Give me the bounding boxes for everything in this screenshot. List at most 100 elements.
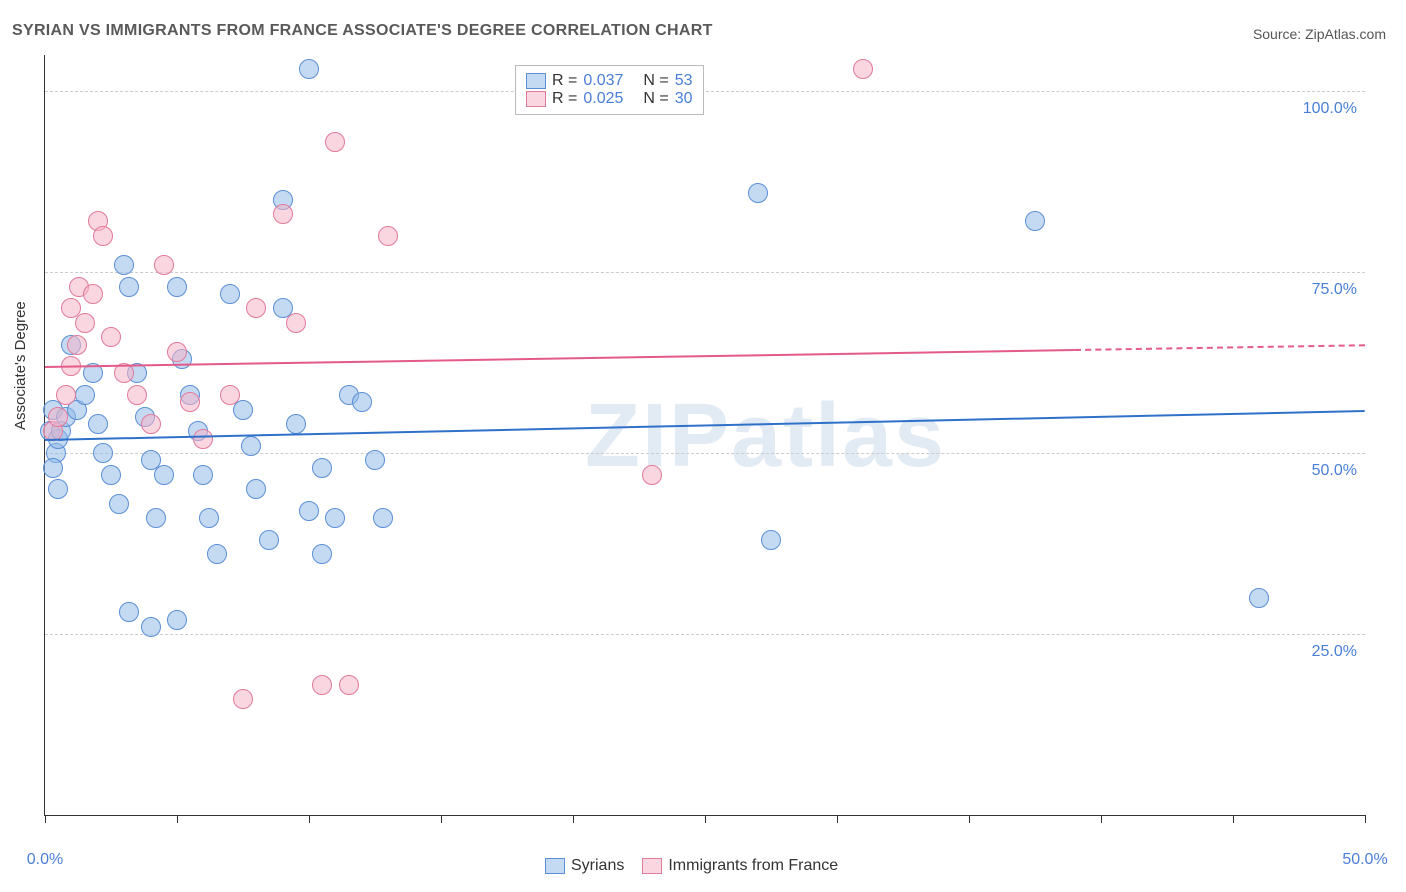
data-point (378, 226, 398, 246)
legend-row: R = 0.025 N = 30 (526, 90, 693, 108)
gridline (45, 453, 1365, 454)
data-point (101, 327, 121, 347)
data-point (199, 508, 219, 528)
data-point (1249, 588, 1269, 608)
gridline (45, 272, 1365, 273)
x-tick (1365, 815, 1366, 823)
data-point (299, 501, 319, 521)
data-point (365, 450, 385, 470)
correlation-legend: R = 0.037 N = 53 R = 0.025 N = 30 (515, 65, 704, 115)
data-point (241, 436, 261, 456)
data-point (75, 313, 95, 333)
data-point (352, 392, 372, 412)
legend-swatch (545, 858, 565, 874)
data-point (48, 479, 68, 499)
data-point (56, 385, 76, 405)
data-point (1025, 211, 1045, 231)
legend-r-label: R = (552, 72, 577, 90)
scatter-plot: ZIPatlas25.0%50.0%75.0%100.0%0.0%50.0%R … (44, 55, 1365, 816)
data-point (748, 183, 768, 203)
x-tick (573, 815, 574, 823)
data-point (339, 675, 359, 695)
data-point (373, 508, 393, 528)
data-point (154, 255, 174, 275)
source-label: Source: ZipAtlas.com (1253, 26, 1386, 42)
legend-r-value: 0.037 (583, 72, 623, 90)
data-point (167, 610, 187, 630)
x-tick (837, 815, 838, 823)
data-point (312, 458, 332, 478)
x-tick-label: 50.0% (1342, 851, 1387, 869)
watermark: ZIPatlas (585, 385, 946, 488)
data-point (207, 544, 227, 564)
data-point (167, 277, 187, 297)
data-point (220, 385, 240, 405)
data-point (141, 617, 161, 637)
data-point (43, 458, 63, 478)
data-point (119, 277, 139, 297)
data-point (325, 508, 345, 528)
x-tick-label: 0.0% (27, 851, 63, 869)
trend-line (1075, 345, 1365, 352)
data-point (761, 530, 781, 550)
data-point (67, 335, 87, 355)
legend-n-value: 30 (675, 90, 693, 108)
data-point (246, 298, 266, 318)
data-point (101, 465, 121, 485)
data-point (109, 494, 129, 514)
y-tick-label: 25.0% (1312, 643, 1357, 661)
data-point (853, 59, 873, 79)
data-point (146, 508, 166, 528)
data-point (114, 255, 134, 275)
x-tick (1233, 815, 1234, 823)
data-point (220, 284, 240, 304)
data-point (286, 313, 306, 333)
legend-item: Immigrants from France (642, 857, 838, 875)
data-point (273, 204, 293, 224)
x-tick (177, 815, 178, 823)
data-point (233, 689, 253, 709)
data-point (93, 443, 113, 463)
data-point (93, 226, 113, 246)
data-point (193, 465, 213, 485)
x-tick (969, 815, 970, 823)
data-point (312, 544, 332, 564)
data-point (154, 465, 174, 485)
legend-r-value: 0.025 (583, 90, 623, 108)
legend-swatch (642, 858, 662, 874)
chart-title: SYRIAN VS IMMIGRANTS FROM FRANCE ASSOCIA… (12, 22, 713, 40)
gridline (45, 634, 1365, 635)
legend-n-value: 53 (675, 72, 693, 90)
legend-series-name: Immigrants from France (668, 857, 838, 875)
legend-r-label: R = (552, 90, 577, 108)
data-point (246, 479, 266, 499)
trend-line (45, 349, 1075, 368)
data-point (88, 414, 108, 434)
y-tick-label: 100.0% (1303, 100, 1357, 118)
data-point (642, 465, 662, 485)
x-tick (1101, 815, 1102, 823)
data-point (141, 414, 161, 434)
data-point (180, 392, 200, 412)
x-tick (45, 815, 46, 823)
data-point (48, 407, 68, 427)
legend-swatch (526, 91, 546, 107)
data-point (127, 385, 147, 405)
data-point (299, 59, 319, 79)
legend-row: R = 0.037 N = 53 (526, 72, 693, 90)
data-point (286, 414, 306, 434)
legend-n-label: N = (643, 72, 668, 90)
legend-swatch (526, 73, 546, 89)
data-point (312, 675, 332, 695)
legend-item: Syrians (545, 857, 624, 875)
x-tick (441, 815, 442, 823)
legend-n-label: N = (643, 90, 668, 108)
y-axis-label: Associate's Degree (12, 301, 29, 430)
legend-series-name: Syrians (571, 857, 624, 875)
x-tick (309, 815, 310, 823)
data-point (119, 602, 139, 622)
data-point (259, 530, 279, 550)
series-legend: Syrians Immigrants from France (545, 857, 838, 875)
gridline (45, 91, 1365, 92)
y-tick-label: 75.0% (1312, 281, 1357, 299)
